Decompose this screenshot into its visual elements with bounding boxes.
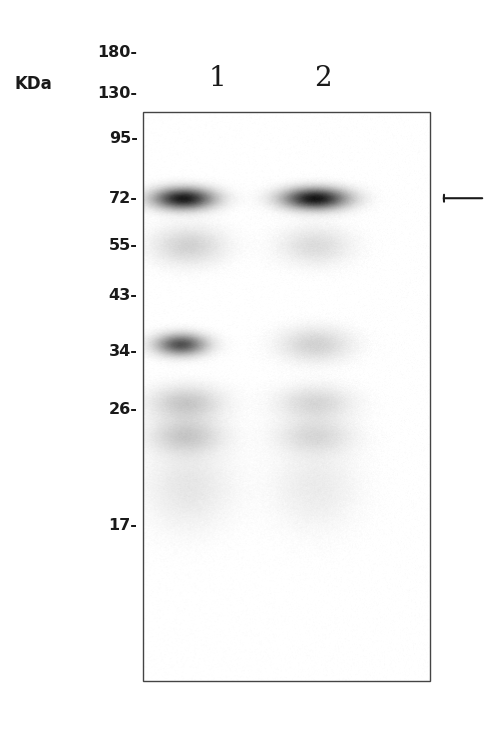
Text: 130-: 130- xyxy=(98,86,138,101)
Bar xyxy=(142,112,430,681)
Text: 17-: 17- xyxy=(108,518,138,533)
Text: 180-: 180- xyxy=(98,45,138,60)
Text: 26-: 26- xyxy=(108,402,138,417)
Text: 34-: 34- xyxy=(108,344,138,359)
Text: 2: 2 xyxy=(314,65,332,92)
Text: 1: 1 xyxy=(208,65,226,92)
Bar xyxy=(142,112,430,681)
Text: 43-: 43- xyxy=(108,288,138,303)
Text: 55-: 55- xyxy=(108,238,138,253)
Text: KDa: KDa xyxy=(15,75,53,93)
Text: 72-: 72- xyxy=(108,191,138,206)
Text: 95-: 95- xyxy=(108,131,138,146)
